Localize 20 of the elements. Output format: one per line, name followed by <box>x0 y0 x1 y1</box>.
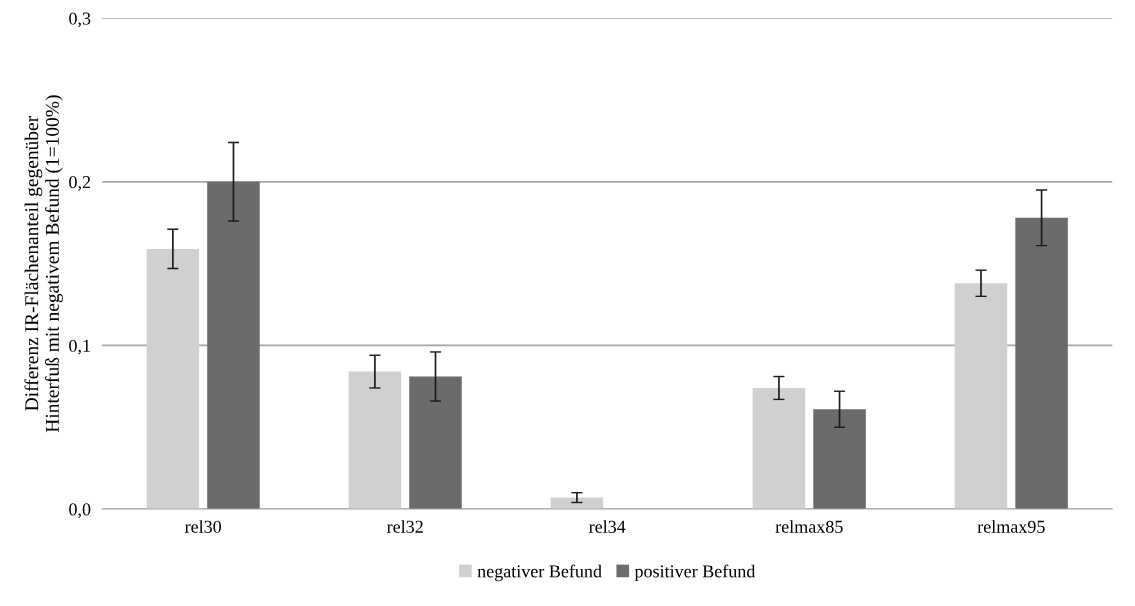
legend-label: negativer Befund <box>477 564 602 582</box>
bar <box>348 371 402 510</box>
x-tick-label: rel30 <box>184 520 222 533</box>
bar <box>207 181 260 510</box>
bar <box>954 283 1008 510</box>
y-tick-label: 0,3 <box>69 12 91 28</box>
y-tick-label: 0,2 <box>69 176 91 191</box>
bar <box>1015 217 1068 510</box>
bar <box>409 376 462 510</box>
x-tick-label: rel34 <box>589 520 626 533</box>
bar <box>813 409 866 510</box>
x-tick-label: rel32 <box>387 520 423 533</box>
y-tick-label: 0,1 <box>69 339 90 355</box>
legend-label: positiver Befund <box>634 564 756 582</box>
y-axis-title: Differenz IR-Flächenanteil gegenüber Hinterfuß mit negativem Befund (1=100%) <box>24 95 63 433</box>
x-tick-label: relmax95 <box>977 520 1045 533</box>
x-tick-label: relmax85 <box>775 520 843 533</box>
bar <box>146 248 200 510</box>
y-tick-label: 0,0 <box>69 503 91 519</box>
bar <box>752 387 806 510</box>
